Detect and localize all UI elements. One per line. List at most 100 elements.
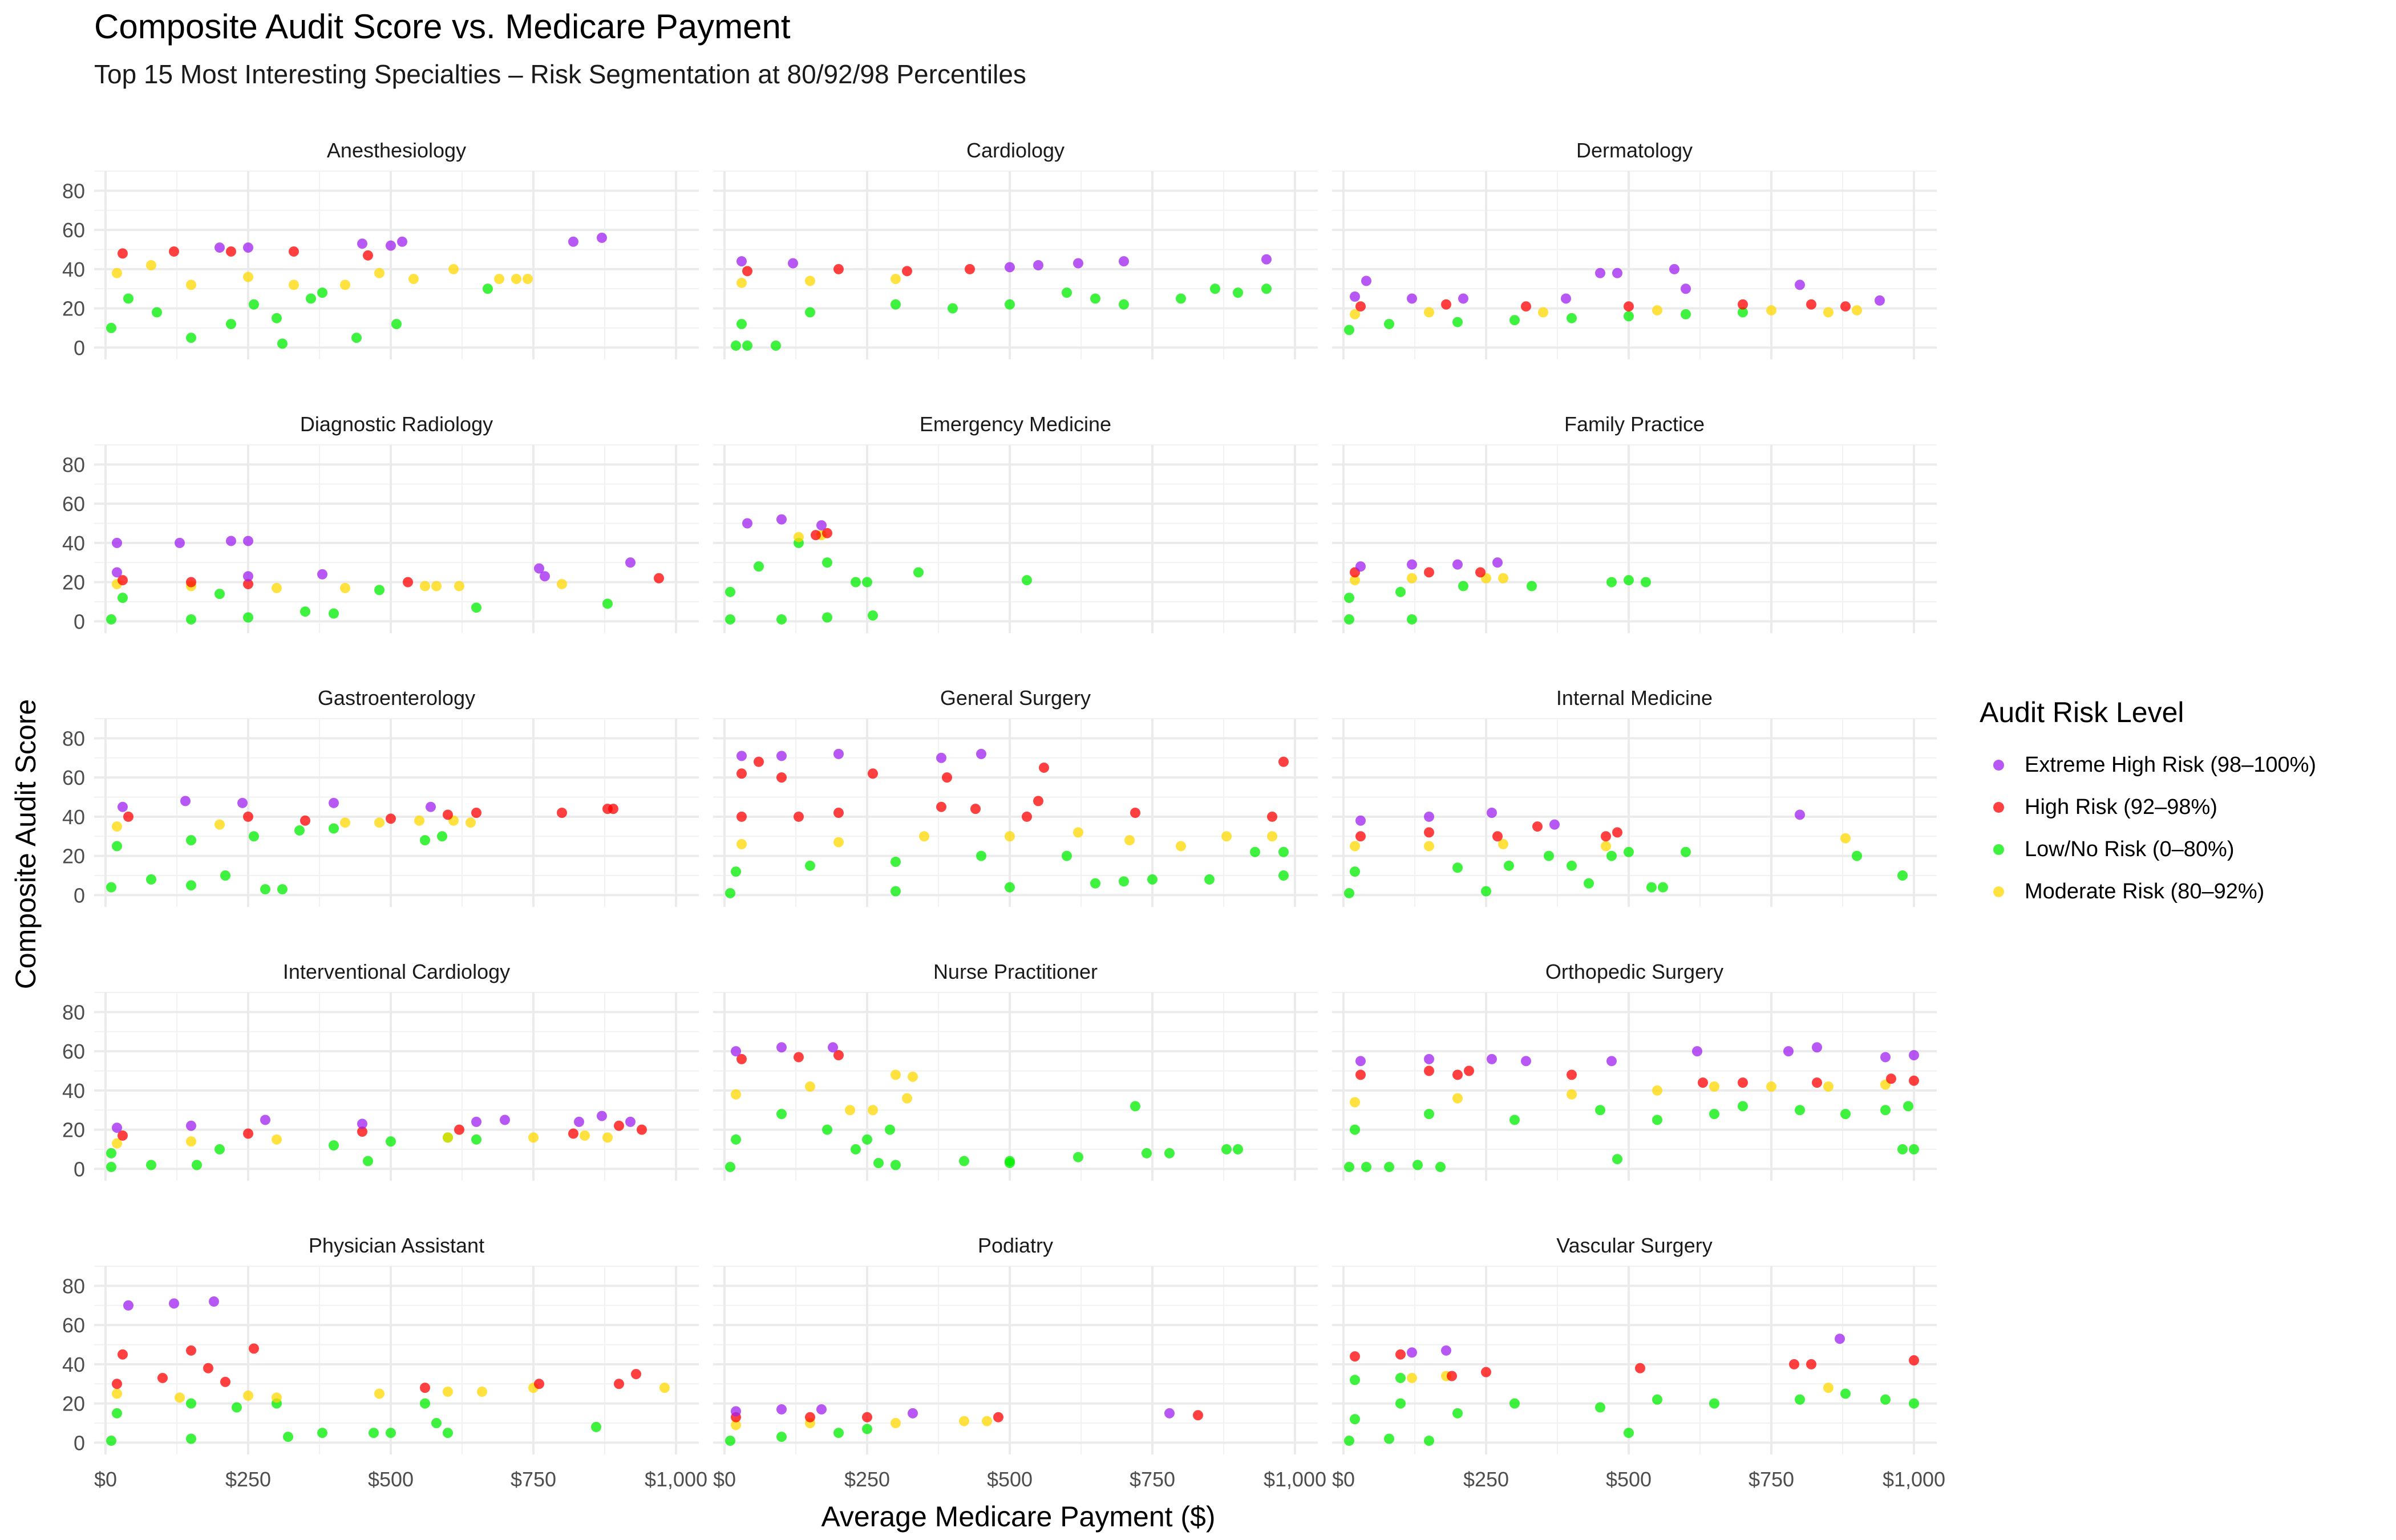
data-point-extreme [788,258,798,269]
y-tick-label: 20 [62,1392,85,1416]
data-point-low [1384,319,1394,330]
data-point-low [822,1124,832,1135]
panel-title: Podiatry [978,1234,1053,1257]
data-point-extreme [816,1404,827,1415]
data-point-moderate [1709,1081,1719,1092]
data-point-moderate [1852,305,1862,316]
data-point-extreme [1350,291,1360,302]
panel-title: Physician Assistant [309,1234,484,1257]
data-point-moderate [1005,831,1015,842]
data-point-moderate [340,817,350,828]
data-point-low [1204,874,1215,885]
data-point-extreme [828,1042,838,1053]
data-point-high [454,1124,464,1135]
data-point-moderate [868,1105,878,1116]
legend: Audit Risk Level Extreme High Risk (98–1… [1980,696,2316,913]
x-tick-label: $250 [1463,1468,1509,1491]
data-point-low [106,1161,116,1172]
data-point-high [169,246,179,257]
data-point-low [1344,325,1354,335]
data-point-moderate [477,1387,487,1397]
data-point-low [420,1398,430,1409]
data-point-high [357,1126,367,1137]
data-point-low [602,598,613,609]
data-point-low [891,886,901,897]
data-point-moderate [243,1390,253,1401]
y-tick-label: 80 [62,453,85,476]
data-point-high [631,1369,641,1380]
data-point-low [851,1144,861,1154]
data-point-low [873,1158,884,1169]
data-point-high [1738,299,1748,310]
data-point-high [1130,808,1140,818]
data-point-high [794,1052,804,1063]
data-point-low [1481,886,1491,897]
data-point-extreme [175,537,185,548]
data-point-low [329,823,339,834]
data-point-extreme [1441,1345,1451,1356]
y-tick-label: 0 [74,336,85,359]
data-point-extreme [500,1115,510,1125]
data-point-extreme [736,751,747,761]
data-point-extreme [776,514,787,525]
data-point-low [1384,1161,1394,1172]
data-point-moderate [414,815,424,826]
panel-nurse-practitioner: Nurse Practitioner [713,960,1318,1181]
data-point-low [1176,293,1186,304]
data-point-extreme [736,256,747,267]
data-point-extreme [329,797,339,808]
data-point-extreme [1669,264,1679,274]
data-point-extreme [1424,811,1434,822]
y-tick-label: 40 [62,805,85,829]
data-point-extreme [1355,561,1366,572]
data-point-low [1624,311,1634,322]
data-point-moderate [1652,305,1662,316]
data-point-extreme [625,1116,636,1127]
data-point-low [1738,1101,1748,1112]
data-point-low [913,567,924,578]
data-point-low [862,1134,872,1145]
data-point-low [885,1124,895,1135]
data-point-moderate [919,831,929,842]
data-point-high [118,1349,128,1360]
data-point-low [1261,283,1272,294]
data-point-low [1909,1144,1919,1154]
data-point-extreme [1795,279,1805,290]
data-point-low [192,1160,202,1170]
data-point-low [391,319,402,330]
data-point-high [794,811,804,822]
data-point-low [220,870,230,881]
y-tick-label: 40 [62,532,85,555]
x-tick-label: $500 [368,1468,414,1491]
x-tick-label: $500 [987,1468,1033,1491]
data-point-low [1233,287,1243,298]
data-point-high [1464,1065,1474,1076]
data-point-moderate [1652,1085,1662,1096]
data-point-high [970,804,981,814]
data-point-low [1880,1105,1891,1116]
data-point-high [420,1383,430,1393]
data-point-low [214,589,225,599]
data-point-moderate [1221,831,1232,842]
data-point-low [123,293,133,304]
data-point-low [260,884,270,895]
data-point-high [386,813,396,824]
data-point-extreme [1549,819,1560,830]
data-point-high [471,808,481,818]
data-point-moderate [186,279,196,290]
data-point-high [157,1372,168,1383]
data-point-low [1395,1372,1406,1383]
data-point-low [1005,299,1015,310]
data-point-low [1527,581,1537,591]
data-point-low [272,313,282,323]
data-point-high [1738,1077,1748,1088]
legend-marker [1993,886,2004,897]
data-point-extreme [1361,275,1371,286]
data-point-high [1475,567,1486,578]
data-point-low [106,1148,116,1158]
panel-title: Diagnostic Radiology [300,412,493,436]
data-point-high [1886,1073,1896,1084]
data-point-extreme [1521,1056,1531,1067]
panel-title: Orthopedic Surgery [1545,960,1723,983]
data-point-low [1073,1152,1083,1162]
